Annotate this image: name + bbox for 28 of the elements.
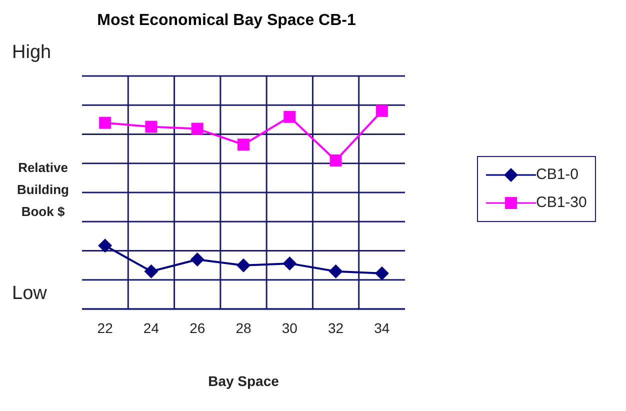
x-tick-label: 34 <box>374 320 390 336</box>
x-tick-label: 32 <box>328 320 344 336</box>
point <box>190 252 204 266</box>
x-axis-title: Bay Space <box>207 373 280 389</box>
legend-label: CB1-30 <box>536 194 587 211</box>
point <box>374 266 389 280</box>
x-tick-label: 28 <box>236 320 252 336</box>
point <box>98 238 112 253</box>
point <box>376 104 388 117</box>
x-tick-label: 22 <box>97 320 114 336</box>
point <box>99 116 112 129</box>
legend-label: CB1-0 <box>536 166 579 183</box>
x-tick-label: 30 <box>282 320 298 336</box>
point <box>144 264 158 278</box>
point <box>236 258 250 272</box>
point <box>330 154 342 166</box>
point <box>238 138 250 151</box>
chart-title: Most Economical Bay Space CB-1 <box>96 12 357 30</box>
text: High <box>12 42 52 64</box>
point <box>282 256 297 270</box>
point <box>191 122 204 135</box>
x-tick-label: 26 <box>190 320 206 336</box>
point <box>328 264 343 278</box>
point <box>284 110 296 123</box>
x-tick-label: 24 <box>143 320 160 336</box>
text: Low <box>12 283 47 305</box>
y-axis-title: Relative Building Book $ <box>16 158 70 220</box>
point <box>145 120 158 133</box>
